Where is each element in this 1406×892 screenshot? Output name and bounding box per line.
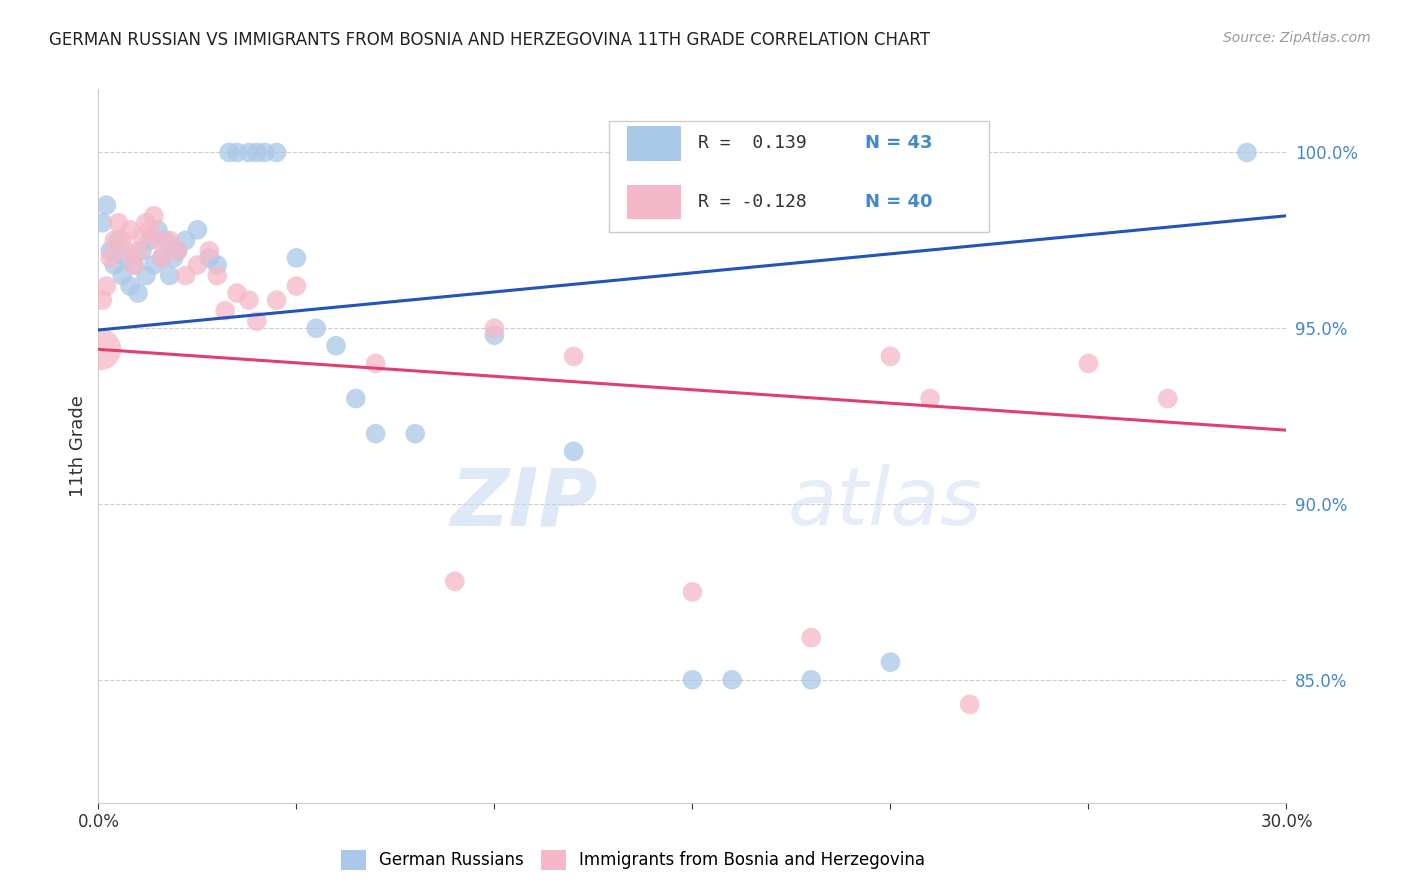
Text: R =  0.139: R = 0.139 [699, 135, 807, 153]
Point [226, 286, 249, 301]
Point [91, 216, 114, 230]
Point [163, 251, 186, 265]
Point [186, 223, 208, 237]
Point [484, 328, 506, 343]
Point [484, 321, 506, 335]
FancyBboxPatch shape [609, 121, 990, 232]
Point [98, 251, 121, 265]
Point [186, 258, 208, 272]
Point [115, 251, 138, 265]
Point [246, 314, 269, 328]
Point [238, 293, 260, 307]
Point [120, 223, 142, 237]
Text: ZIP: ZIP [450, 464, 598, 542]
Point [344, 392, 367, 406]
Point [107, 216, 129, 230]
Point [682, 673, 704, 687]
Text: N = 40: N = 40 [865, 193, 932, 211]
Text: Source: ZipAtlas.com: Source: ZipAtlas.com [1223, 31, 1371, 45]
Point [800, 631, 823, 645]
Point [103, 258, 125, 272]
Point [444, 574, 467, 589]
Point [562, 350, 585, 364]
Point [207, 268, 229, 283]
Point [218, 145, 240, 160]
Text: R = -0.128: R = -0.128 [699, 193, 807, 211]
Point [721, 673, 744, 687]
Point [166, 244, 188, 258]
Point [266, 293, 288, 307]
Point [139, 233, 162, 247]
Bar [627, 185, 681, 219]
Point [122, 258, 145, 272]
Point [159, 233, 181, 247]
Point [266, 145, 288, 160]
Point [166, 244, 188, 258]
Point [800, 673, 823, 687]
Point [146, 233, 169, 247]
Point [107, 233, 129, 247]
Point [198, 251, 221, 265]
Point [920, 392, 942, 406]
Point [198, 244, 221, 258]
Point [150, 251, 173, 265]
Point [115, 244, 138, 258]
Text: GERMAN RUSSIAN VS IMMIGRANTS FROM BOSNIA AND HERZEGOVINA 11TH GRADE CORRELATION : GERMAN RUSSIAN VS IMMIGRANTS FROM BOSNIA… [49, 31, 931, 49]
Point [135, 216, 157, 230]
Point [207, 258, 229, 272]
Point [285, 279, 308, 293]
Point [142, 209, 165, 223]
Point [325, 339, 347, 353]
Point [1077, 356, 1099, 370]
Point [131, 244, 153, 258]
Point [404, 426, 426, 441]
Point [562, 444, 585, 458]
Point [226, 145, 249, 160]
Point [305, 321, 328, 335]
Text: N = 43: N = 43 [865, 135, 932, 153]
Point [174, 268, 197, 283]
Point [253, 145, 276, 160]
Point [879, 350, 901, 364]
Legend: German Russians, Immigrants from Bosnia and Herzegovina: German Russians, Immigrants from Bosnia … [335, 843, 932, 877]
Point [146, 223, 169, 237]
Point [127, 244, 149, 258]
Point [879, 655, 901, 669]
Point [246, 145, 269, 160]
Point [127, 286, 149, 301]
Point [135, 268, 157, 283]
Point [142, 258, 165, 272]
Point [91, 293, 114, 307]
Point [150, 251, 173, 265]
Point [1156, 392, 1178, 406]
Point [364, 356, 387, 370]
Point [139, 223, 162, 237]
Point [959, 698, 981, 712]
Point [159, 268, 181, 283]
Point [96, 198, 118, 212]
Text: atlas: atlas [787, 464, 983, 542]
Point [155, 233, 177, 247]
Point [682, 585, 704, 599]
Point [103, 233, 125, 247]
Point [96, 279, 118, 293]
Point [111, 233, 134, 247]
Point [364, 426, 387, 441]
Point [1236, 145, 1258, 160]
Point [120, 279, 142, 293]
Point [89, 343, 111, 357]
Point [111, 268, 134, 283]
Point [285, 251, 308, 265]
Point [122, 258, 145, 272]
Point [98, 244, 121, 258]
Point [174, 233, 197, 247]
Bar [627, 127, 681, 161]
Point [131, 230, 153, 244]
Point [214, 303, 236, 318]
Y-axis label: 11th Grade: 11th Grade [69, 395, 87, 497]
Point [238, 145, 260, 160]
